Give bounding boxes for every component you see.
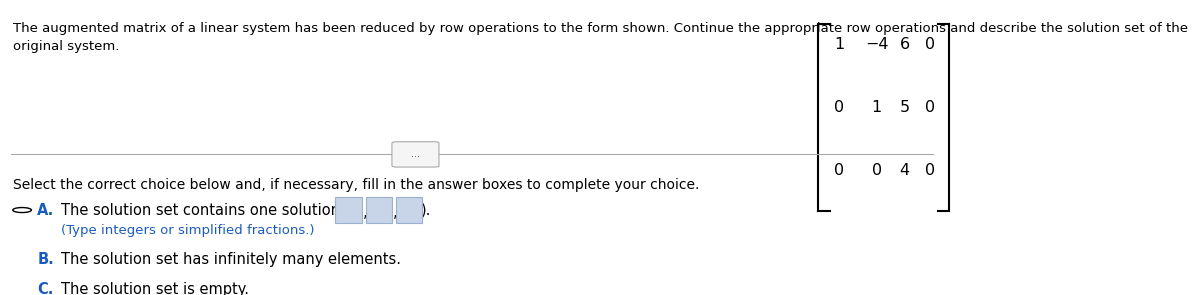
Text: 4: 4 [900,163,910,178]
FancyBboxPatch shape [396,197,422,223]
FancyBboxPatch shape [366,197,392,223]
Text: ,: , [362,205,367,220]
Text: ,: , [392,205,397,220]
Text: −4: −4 [865,37,888,52]
Text: 0: 0 [834,163,844,178]
Text: ...: ... [410,149,420,159]
FancyBboxPatch shape [336,197,362,223]
Text: 0: 0 [834,100,844,115]
Text: The solution set contains one solution, (: The solution set contains one solution, … [61,203,355,217]
Text: C.: C. [37,282,54,295]
Text: 1: 1 [834,37,844,52]
Text: 0: 0 [925,163,935,178]
Text: ).: ). [421,203,432,217]
Text: 0: 0 [925,100,935,115]
Text: 1: 1 [871,100,882,115]
Text: 0: 0 [871,163,882,178]
Text: 5: 5 [900,100,910,115]
Text: 6: 6 [900,37,910,52]
Text: The solution set is empty.: The solution set is empty. [61,282,248,295]
Text: (Type integers or simplified fractions.): (Type integers or simplified fractions.) [61,224,314,237]
Text: The augmented matrix of a linear system has been reduced by row operations to th: The augmented matrix of a linear system … [13,22,1188,53]
Text: The solution set has infinitely many elements.: The solution set has infinitely many ele… [61,252,401,267]
Text: A.: A. [37,203,54,217]
Text: Select the correct choice below and, if necessary, fill in the answer boxes to c: Select the correct choice below and, if … [13,178,700,192]
Text: 0: 0 [925,37,935,52]
Text: B.: B. [37,252,54,267]
FancyBboxPatch shape [392,142,439,167]
